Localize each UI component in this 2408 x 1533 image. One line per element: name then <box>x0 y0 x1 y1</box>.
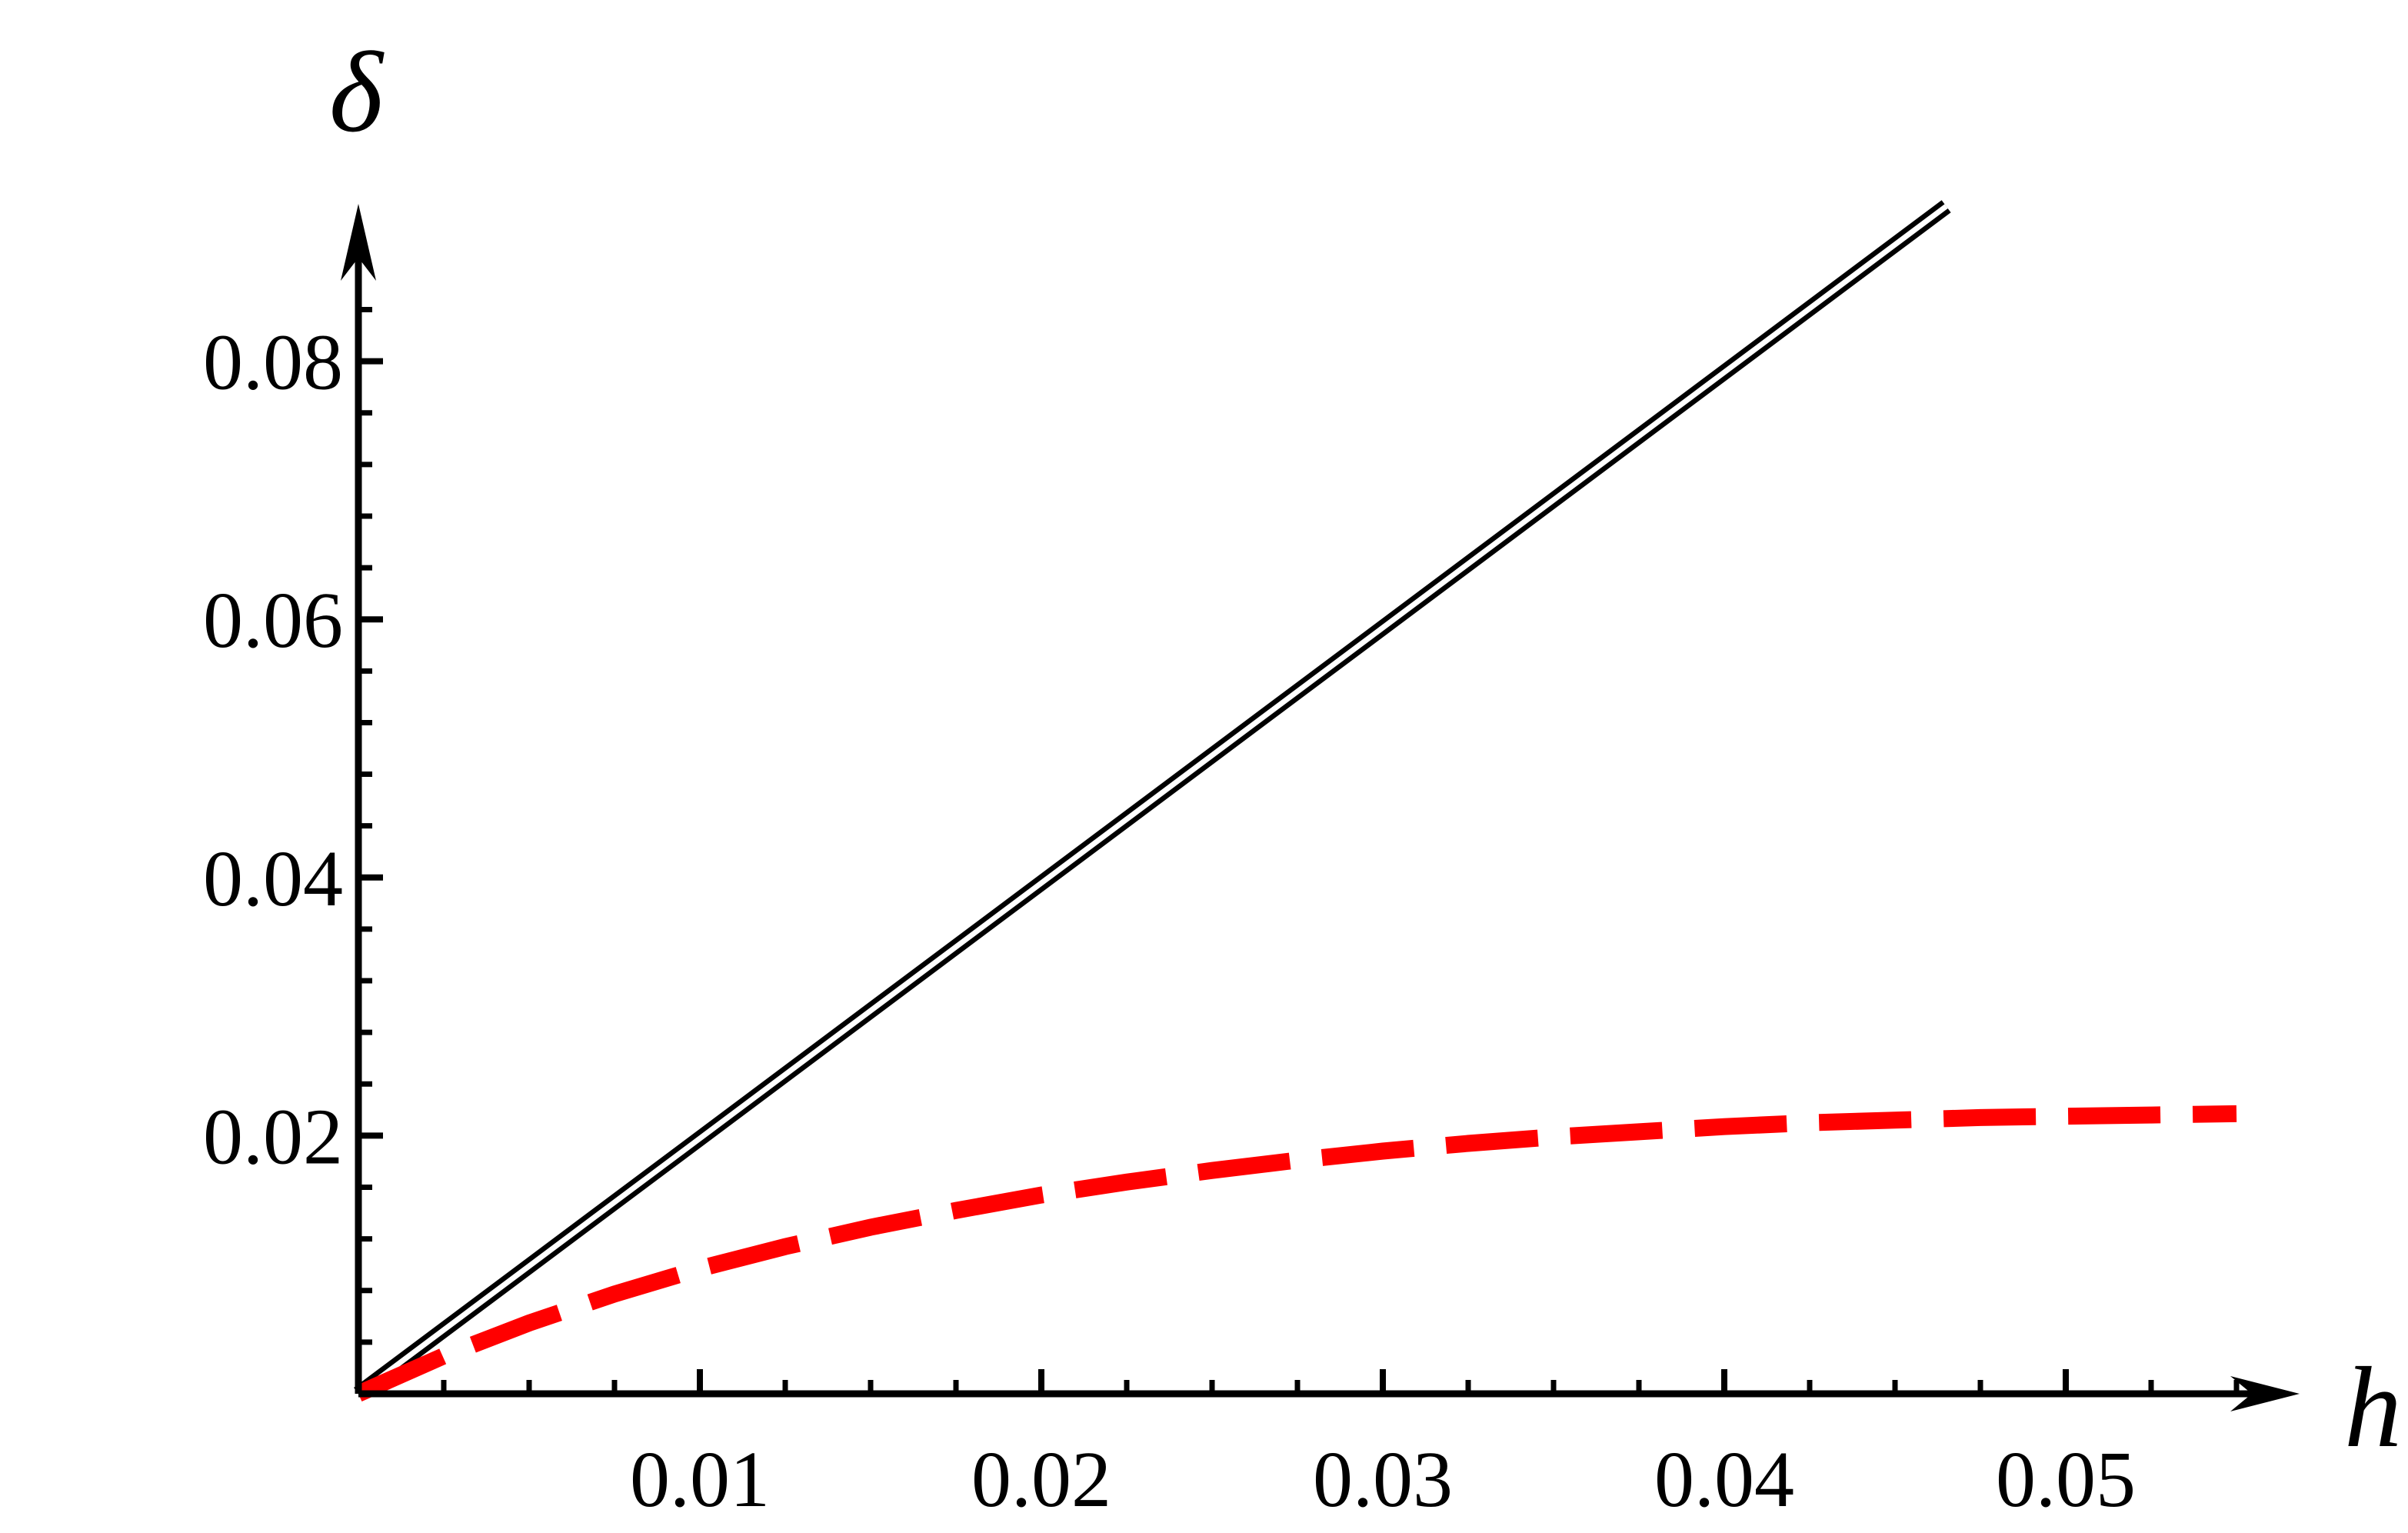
x-axis-arrowhead <box>2230 1376 2300 1411</box>
x-tick-label: 0.03 <box>1313 1435 1453 1524</box>
labels-layer: 0.01 0.02 0.03 0.04 0.05 0.02 0.04 0.06 0.08 <box>203 318 2136 1524</box>
x-tick-label: 0.05 <box>1996 1435 2136 1524</box>
series-layer <box>354 200 2237 1402</box>
ticks-layer <box>358 306 2240 1394</box>
y-axis-label: δ <box>329 28 385 156</box>
x-tick-label: 0.01 <box>630 1435 770 1524</box>
x-tick-label: 0.04 <box>1654 1435 1794 1524</box>
series-2-line <box>355 1105 2237 1402</box>
series-1-line-inner <box>356 204 1948 1396</box>
y-tick-label: 0.04 <box>203 835 343 923</box>
y-tick-label: 0.08 <box>203 318 343 407</box>
y-axis-arrowhead <box>341 204 376 281</box>
x-tick-label: 0.02 <box>971 1435 1111 1524</box>
y-tick-label: 0.02 <box>203 1092 343 1181</box>
axes-layer <box>341 204 2300 1411</box>
y-tick-label: 0.06 <box>203 576 343 665</box>
x-axis-label: h <box>2344 1344 2402 1471</box>
